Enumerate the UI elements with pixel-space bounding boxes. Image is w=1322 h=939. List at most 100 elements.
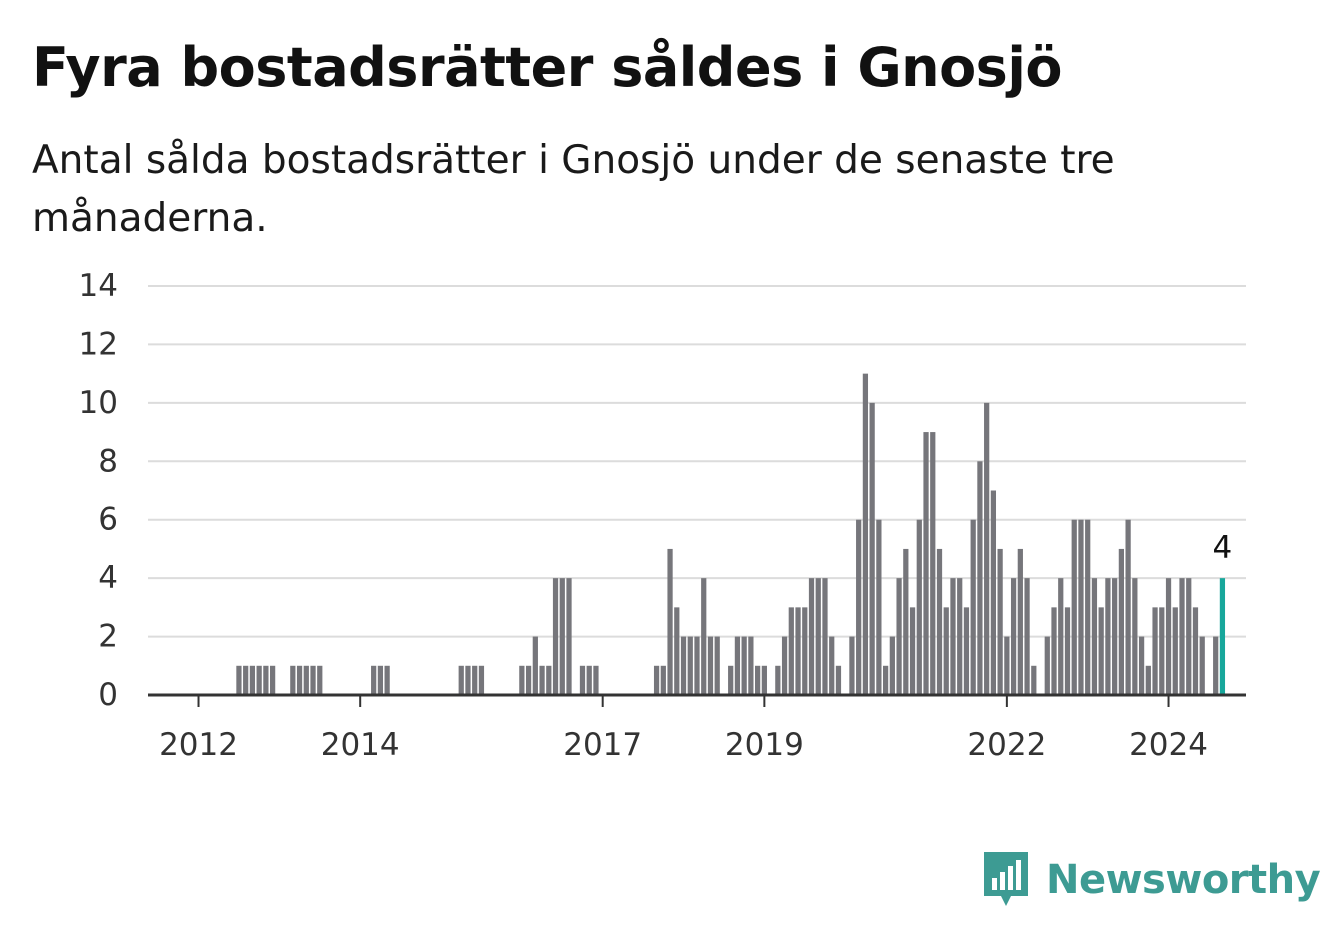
bar	[1179, 578, 1185, 695]
bar	[1031, 665, 1037, 695]
bar	[788, 607, 794, 695]
bar	[1172, 607, 1178, 695]
chart-subtitle: Antal sålda bostadsrätter i Gnosjö under…	[32, 138, 1115, 241]
bar	[667, 548, 673, 695]
bar	[310, 665, 316, 695]
bar	[1186, 578, 1192, 695]
x-tick-label: 2019	[725, 727, 804, 763]
bar	[1138, 636, 1145, 695]
bar	[930, 432, 936, 695]
y-tick-label: 6	[98, 502, 118, 538]
bar	[835, 665, 842, 695]
bar	[593, 665, 599, 695]
bar	[997, 548, 1003, 695]
bar	[371, 665, 377, 695]
bar	[546, 665, 552, 695]
bar	[748, 636, 754, 695]
y-tick-label: 10	[79, 385, 118, 421]
bar	[532, 636, 538, 695]
bar	[707, 636, 714, 695]
y-tick-label: 12	[79, 326, 118, 362]
bar	[296, 665, 303, 695]
x-tick-label: 2014	[321, 727, 400, 763]
bar	[586, 665, 592, 695]
bar	[539, 665, 545, 695]
bar	[950, 578, 956, 695]
bar	[808, 578, 815, 695]
bar	[1213, 636, 1219, 695]
bar	[781, 636, 788, 695]
bar	[734, 636, 741, 695]
bar	[458, 665, 464, 695]
bar	[761, 665, 767, 695]
bar	[741, 636, 747, 695]
bar	[775, 665, 781, 695]
bar	[1004, 636, 1010, 695]
bar	[1159, 607, 1165, 695]
bar	[957, 578, 963, 695]
bar	[1010, 578, 1017, 695]
y-tick-label: 2	[98, 619, 118, 655]
bar	[795, 607, 801, 695]
bar	[896, 578, 902, 695]
bar	[317, 665, 323, 695]
bar	[889, 636, 895, 695]
bar	[674, 607, 680, 695]
bar	[478, 665, 485, 695]
x-axis-ticks: 2012 2014 2017 2019 2022 2024	[159, 695, 1208, 763]
bar	[963, 607, 970, 695]
y-tick-label: 4	[98, 560, 118, 596]
bar	[802, 607, 808, 695]
bar	[249, 665, 256, 695]
bar	[970, 519, 976, 695]
bar	[1192, 607, 1199, 695]
bar	[1071, 519, 1077, 695]
bar	[755, 665, 761, 695]
bar	[653, 665, 660, 695]
x-tick-label: 2022	[967, 727, 1046, 763]
bar	[876, 519, 882, 695]
bar	[1118, 548, 1124, 695]
bar	[1125, 519, 1131, 695]
bar	[714, 636, 720, 695]
bar	[694, 636, 700, 695]
y-tick-label: 8	[98, 443, 118, 479]
bar	[1085, 519, 1091, 695]
bar	[263, 665, 269, 695]
bar	[862, 373, 869, 695]
bar	[1098, 607, 1104, 695]
bar	[1199, 636, 1205, 695]
bar	[303, 665, 309, 695]
bar	[566, 578, 572, 695]
highlight-bar	[1219, 578, 1226, 695]
bar	[1145, 665, 1151, 695]
bar	[977, 461, 983, 695]
bar	[1105, 578, 1111, 695]
bar	[1064, 607, 1071, 695]
bar	[384, 665, 390, 695]
bar	[1058, 578, 1064, 695]
bar	[1152, 607, 1158, 695]
bar	[829, 636, 835, 695]
bar	[687, 636, 693, 695]
bar	[559, 578, 565, 695]
brand-name: Newsworthy	[1046, 857, 1321, 903]
bar	[936, 548, 943, 695]
bar	[465, 665, 471, 695]
bar	[909, 607, 916, 695]
bar	[856, 519, 862, 695]
bar	[882, 665, 889, 695]
bar	[1017, 548, 1023, 695]
bar	[1044, 636, 1050, 695]
bar	[290, 665, 296, 695]
bar	[472, 665, 478, 695]
data-label: 4	[1213, 530, 1233, 566]
bar	[579, 665, 586, 695]
bar-chart: 0 2 4 6 8 10 12 14 2012 2014 2017 2019 2022 2024 4	[79, 268, 1246, 763]
bar	[552, 578, 559, 695]
bar	[984, 402, 990, 695]
bar	[1132, 578, 1138, 695]
bar	[1051, 607, 1057, 695]
data-labels: 4	[1213, 530, 1233, 566]
bar	[236, 665, 242, 695]
